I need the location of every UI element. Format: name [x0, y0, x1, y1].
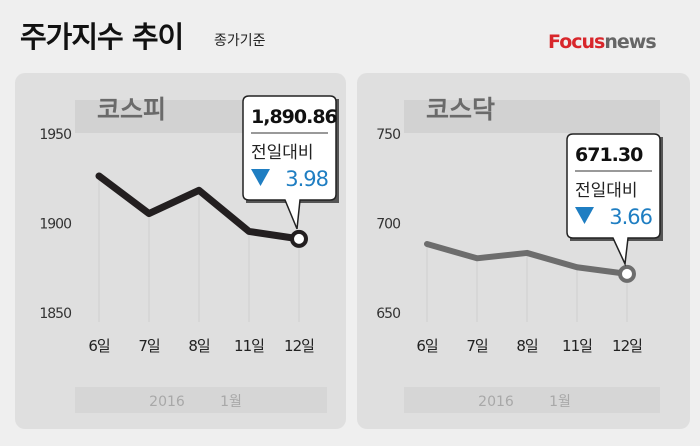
x-tick-label: 6일	[416, 337, 438, 355]
x-tick-label: 6일	[88, 337, 110, 355]
series-line	[95, 172, 303, 243]
x-tick-label: 7일	[466, 337, 488, 355]
x-tick-label: 12일	[284, 337, 314, 355]
plot-band	[404, 100, 660, 133]
x-axis-footer	[75, 387, 327, 413]
down-triangle-icon	[575, 207, 594, 224]
y-tick-label: 1850	[39, 306, 71, 322]
down-triangle-icon	[251, 169, 270, 186]
callout-label: 전일대비	[575, 181, 638, 201]
x-tick-label: 8일	[516, 337, 538, 355]
callout-value: 1,890.86	[251, 106, 338, 128]
y-tick-label: 1900	[39, 217, 71, 233]
last-point-marker	[618, 264, 636, 283]
last-point-marker	[290, 229, 308, 248]
chart-title: 코스피	[97, 95, 166, 124]
y-tick-label: 1950	[39, 127, 71, 143]
year-label: 2016	[149, 394, 185, 410]
x-tick-label: 11일	[234, 337, 264, 355]
callout-box	[566, 133, 661, 267]
page-title: 주가지수 추이	[20, 20, 184, 54]
y-tick-label: 650	[376, 306, 400, 322]
x-tick-label: 12일	[612, 337, 642, 355]
kosdaq-chart: 코스닥 750 700 650 6일 7일 8일 11일 12일 2016 1월 671.30 전일대비…	[357, 73, 690, 429]
callout-value: 671.30	[575, 144, 643, 166]
callout-change: 3.66	[609, 205, 652, 229]
page-subtitle: 종가기준	[214, 33, 266, 49]
year-label: 2016	[478, 394, 514, 410]
x-tick-label: 11일	[562, 337, 592, 355]
month-label: 1월	[220, 394, 242, 410]
callout-box	[242, 95, 337, 230]
x-axis-footer	[404, 387, 660, 413]
callout-label: 전일대비	[251, 143, 314, 163]
x-tick-label: 8일	[188, 337, 210, 355]
series-line	[424, 240, 630, 277]
chart-title: 코스닥	[426, 95, 495, 124]
callout-change: 3.98	[285, 167, 328, 191]
y-tick-label: 750	[376, 127, 400, 143]
month-label: 1월	[549, 394, 571, 410]
y-tick-label: 700	[376, 217, 400, 233]
x-tick-label: 7일	[138, 337, 160, 355]
focusnews-logo: Focusnews	[548, 31, 657, 53]
kospi-chart: 코스피 1950 1900 1850 6일 7일 8일 11일 12일 2016 1월 1,890.8…	[15, 73, 346, 429]
